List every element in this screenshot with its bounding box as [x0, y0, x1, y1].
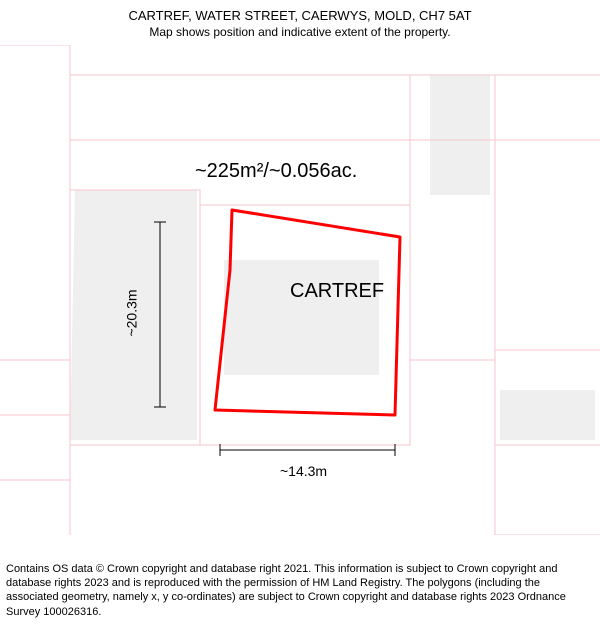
- parcel-line: [0, 45, 70, 535]
- building-shape: [500, 390, 595, 440]
- page-subtitle: Map shows position and indicative extent…: [0, 25, 600, 39]
- height-dimension-label: ~20.3m: [124, 289, 140, 336]
- parcel-line: [495, 75, 600, 535]
- building-shape: [224, 260, 379, 375]
- page-title: CARTREF, WATER STREET, CAERWYS, MOLD, CH…: [0, 8, 600, 23]
- width-dimension-label: ~14.3m: [280, 463, 327, 479]
- header: CARTREF, WATER STREET, CAERWYS, MOLD, CH…: [0, 0, 600, 39]
- building-shape: [430, 75, 490, 195]
- area-measurement-label: ~225m²/~0.056ac.: [195, 160, 357, 183]
- copyright-footer: Contains OS data © Crown copyright and d…: [6, 562, 594, 619]
- map-container: ~225m²/~0.056ac. CARTREF ~20.3m ~14.3m: [0, 45, 600, 535]
- property-name-label: CARTREF: [290, 280, 384, 303]
